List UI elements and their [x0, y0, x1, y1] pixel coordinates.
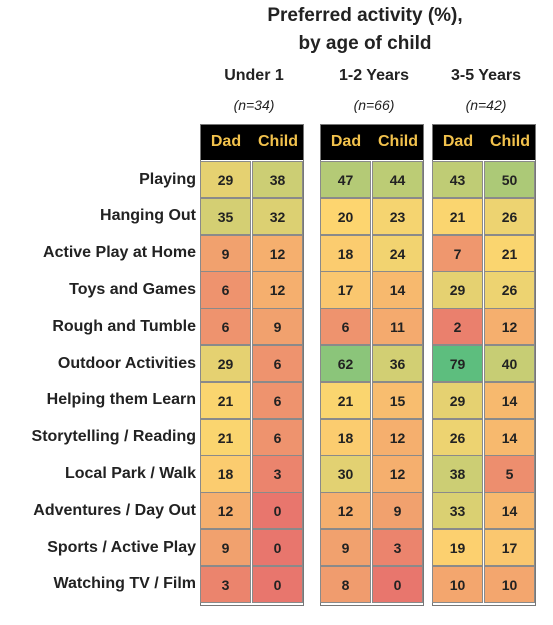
heatmap-cell: 21 — [200, 382, 251, 419]
row-label: Active Play at Home — [43, 235, 196, 271]
heatmap-cell: 26 — [484, 271, 535, 308]
heatmap-cell: 3 — [372, 529, 423, 566]
column-header-child: Child — [252, 124, 304, 160]
heatmap-cell: 17 — [320, 271, 371, 308]
heatmap-cell: 6 — [320, 308, 371, 345]
column-header-child: Child — [372, 124, 424, 160]
column-header-dad: Dad — [432, 124, 484, 160]
row-label: Watching TV / Film — [53, 566, 196, 602]
heatmap-cell: 29 — [200, 345, 251, 382]
heatmap-cell: 0 — [252, 566, 303, 603]
heatmap-cell: 14 — [372, 271, 423, 308]
row-label: Hanging Out — [100, 198, 196, 234]
heatmap-cell: 11 — [372, 308, 423, 345]
heatmap-cell: 9 — [200, 235, 251, 272]
heatmap-cell: 40 — [484, 345, 535, 382]
group-label: 1-2 Years — [319, 67, 429, 85]
row-label: Toys and Games — [69, 272, 196, 308]
heatmap-cell: 43 — [432, 161, 483, 198]
heatmap-cell: 44 — [372, 161, 423, 198]
heatmap-cell: 18 — [320, 235, 371, 272]
heatmap-cell: 35 — [200, 198, 251, 235]
heatmap-cell: 24 — [372, 235, 423, 272]
heatmap-cell: 12 — [372, 455, 423, 492]
row-label: Helping them Learn — [47, 382, 196, 418]
heatmap-cell: 12 — [320, 492, 371, 529]
heatmap-cell: 30 — [320, 455, 371, 492]
heatmap-cell: 10 — [432, 566, 483, 603]
heatmap-cell: 23 — [372, 198, 423, 235]
heatmap-cell: 6 — [200, 308, 251, 345]
heatmap-cell: 9 — [252, 308, 303, 345]
heatmap-cell: 21 — [484, 235, 535, 272]
column-header-dad: Dad — [320, 124, 372, 160]
heatmap-cell: 12 — [484, 308, 535, 345]
heatmap-cell: 50 — [484, 161, 535, 198]
heatmap-cell: 36 — [372, 345, 423, 382]
heatmap-cell: 26 — [484, 198, 535, 235]
heatmap-cell: 12 — [372, 419, 423, 456]
row-label: Storytelling / Reading — [32, 419, 196, 455]
column-header-dad: Dad — [200, 124, 252, 160]
row-label: Playing — [139, 162, 196, 198]
heatmap-cell: 6 — [200, 271, 251, 308]
heatmap-cell: 3 — [252, 455, 303, 492]
heatmap-cell: 62 — [320, 345, 371, 382]
heatmap-cell: 21 — [432, 198, 483, 235]
heatmap-cell: 20 — [320, 198, 371, 235]
group-sample-size: (n=34) — [199, 97, 309, 113]
group-sample-size: (n=42) — [431, 97, 541, 113]
heatmap-cell: 18 — [320, 419, 371, 456]
heatmap-cell: 47 — [320, 161, 371, 198]
heatmap-cell: 17 — [484, 529, 535, 566]
heatmap-cell: 29 — [432, 271, 483, 308]
heatmap-cell: 29 — [200, 161, 251, 198]
heatmap-cell: 6 — [252, 419, 303, 456]
chart-title-line2: by age of child — [200, 30, 530, 58]
heatmap-cell: 14 — [484, 419, 535, 456]
heatmap-cell: 79 — [432, 345, 483, 382]
row-label: Outdoor Activities — [58, 346, 196, 382]
column-header-child: Child — [484, 124, 536, 160]
heatmap-cell: 12 — [252, 271, 303, 308]
chart-title: Preferred activity (%), by age of child — [200, 2, 530, 58]
heatmap-cell: 15 — [372, 382, 423, 419]
row-label: Local Park / Walk — [65, 456, 196, 492]
heatmap-cell: 29 — [432, 382, 483, 419]
heatmap-cell: 12 — [200, 492, 251, 529]
heatmap-cell: 3 — [200, 566, 251, 603]
row-label: Adventures / Day Out — [33, 493, 196, 529]
heatmap-cell: 14 — [484, 382, 535, 419]
group-label: Under 1 — [199, 67, 309, 85]
row-label: Sports / Active Play — [47, 530, 196, 566]
heatmap-cell: 14 — [484, 492, 535, 529]
heatmap-cell: 21 — [320, 382, 371, 419]
heatmap-cell: 7 — [432, 235, 483, 272]
heatmap-cell: 33 — [432, 492, 483, 529]
heatmap-cell: 19 — [432, 529, 483, 566]
heatmap-cell: 38 — [432, 455, 483, 492]
heatmap-cell: 18 — [200, 455, 251, 492]
heatmap-cell: 8 — [320, 566, 371, 603]
group-label: 3-5 Years — [431, 67, 541, 85]
group-sample-size: (n=66) — [319, 97, 429, 113]
heatmap-cell: 6 — [252, 345, 303, 382]
heatmap-cell: 2 — [432, 308, 483, 345]
row-label: Rough and Tumble — [52, 309, 196, 345]
heatmap-cell: 9 — [320, 529, 371, 566]
heatmap-cell: 0 — [252, 492, 303, 529]
chart-title-line1: Preferred activity (%), — [200, 2, 530, 30]
heatmap-cell: 0 — [372, 566, 423, 603]
heatmap-cell: 9 — [372, 492, 423, 529]
heatmap-cell: 38 — [252, 161, 303, 198]
heatmap-cell: 0 — [252, 529, 303, 566]
heatmap-cell: 26 — [432, 419, 483, 456]
heatmap-cell: 10 — [484, 566, 535, 603]
heatmap-cell: 12 — [252, 235, 303, 272]
heatmap-cell: 21 — [200, 419, 251, 456]
heatmap-cell: 32 — [252, 198, 303, 235]
heatmap-cell: 6 — [252, 382, 303, 419]
heatmap-cell: 5 — [484, 455, 535, 492]
heatmap-cell: 9 — [200, 529, 251, 566]
